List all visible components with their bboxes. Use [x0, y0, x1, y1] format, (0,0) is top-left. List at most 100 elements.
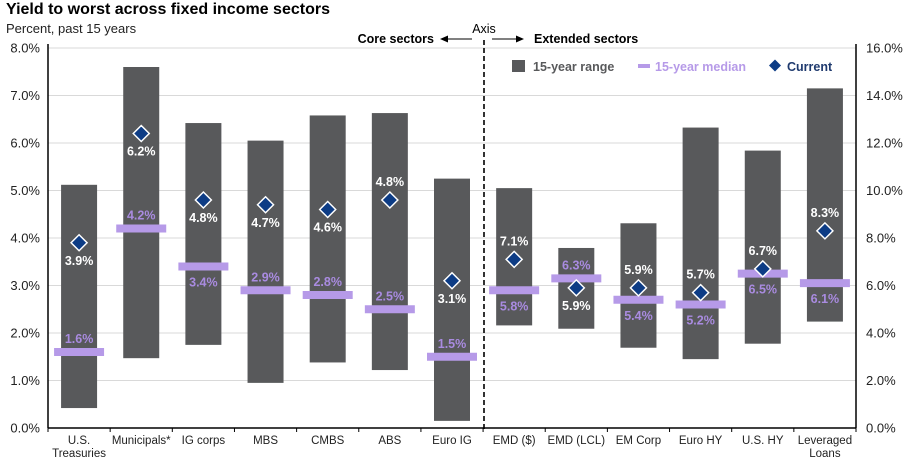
- axis-label: Axis: [472, 22, 496, 36]
- x-category-label: IG corps: [182, 435, 226, 447]
- range-bars: [61, 67, 843, 421]
- right-arrow-icon: [492, 35, 524, 43]
- right-axis-tick-label: 2.0%: [866, 373, 896, 388]
- median-value-label: 1.6%: [65, 332, 94, 346]
- left-axis-tick-label: 5.0%: [10, 183, 40, 198]
- left-axis-tick-label: 2.0%: [10, 326, 40, 341]
- legend-range-swatch: [512, 60, 525, 72]
- median-value-label: 5.2%: [686, 314, 715, 328]
- median-marker: [799, 279, 850, 288]
- median-value-label: 4.2%: [127, 209, 156, 223]
- median-value-label: 1.5%: [438, 337, 467, 351]
- current-diamond: [194, 190, 213, 210]
- left-axis-tick-label: 0.0%: [10, 421, 40, 436]
- median-value-label: 2.9%: [251, 270, 280, 284]
- current-value-label: 5.7%: [686, 268, 715, 282]
- left-axis-tick-label: 3.0%: [10, 278, 40, 293]
- current-value-label: 4.8%: [189, 211, 218, 225]
- legend: 15-year range 15-year median Current: [512, 59, 833, 74]
- axes: 0.0% 1.0% 2.0% 3.0% 4.0% 5.0% 6.0% 7.0% 8.0% 0.0%…: [10, 41, 903, 461]
- current-value-label: 3.1%: [438, 292, 467, 306]
- legend-range-label: 15-year range: [533, 60, 614, 74]
- median-marker: [178, 262, 229, 271]
- core-sectors-label: Core sectors: [358, 32, 434, 46]
- median-value-label: 6.5%: [749, 283, 778, 297]
- current-diamond: [567, 278, 586, 297]
- current-value-label: 8.3%: [811, 206, 840, 220]
- x-category-label: Municipals*: [112, 435, 171, 447]
- median-marker: [675, 300, 726, 309]
- median-marker: [240, 286, 291, 295]
- current-value-label: 4.6%: [313, 221, 342, 235]
- median-value-label: 3.4%: [189, 276, 218, 290]
- chart-title: Yield to worst across fixed income secto…: [6, 1, 330, 18]
- range-bar: [61, 184, 98, 409]
- x-category-label: MBS: [253, 435, 278, 447]
- left-axis-tick-label: 7.0%: [10, 88, 40, 103]
- x-category-label: EMD (LCL): [548, 435, 606, 447]
- x-category-label: EM Corp: [616, 435, 661, 447]
- current-diamond: [380, 190, 399, 210]
- median-value-label: 5.4%: [624, 309, 653, 323]
- data-labels: 3.9% 6.2% 4.8% 4.7% 4.6% 4.8% 3.1% 7.1% 5.9% 5.9%…: [65, 145, 839, 351]
- current-value-label: 6.2%: [127, 145, 156, 159]
- median-marker: [364, 305, 415, 314]
- right-axis-tick-label: 12.0%: [866, 136, 903, 151]
- x-category-label: Euro IG: [432, 435, 472, 447]
- x-category-label: U.S. HY: [742, 435, 784, 447]
- legend-median-label: 15-year median: [655, 60, 746, 74]
- range-bar: [682, 127, 719, 360]
- current-value-label: 6.7%: [749, 244, 778, 258]
- x-category-label: Euro HY: [679, 435, 723, 447]
- left-axis-tick-label: 4.0%: [10, 231, 40, 246]
- current-value-label: 3.9%: [65, 254, 94, 268]
- median-value-label: 6.3%: [562, 258, 591, 272]
- x-category-label: ABS: [378, 435, 401, 447]
- current-diamond: [629, 278, 648, 297]
- current-diamond: [256, 195, 275, 214]
- median-marker: [427, 352, 477, 361]
- median-marker: [116, 224, 167, 233]
- range-bar: [371, 113, 408, 371]
- median-marker: [302, 291, 353, 299]
- current-diamond: [505, 250, 524, 269]
- median-value-label: 2.5%: [376, 289, 405, 303]
- gridlines: [48, 47, 856, 381]
- left-axis-tick-label: 1.0%: [10, 373, 40, 388]
- current-diamond: [318, 200, 337, 219]
- range-bar: [434, 178, 470, 421]
- median-markers: [54, 224, 850, 361]
- current-value-label: 4.7%: [251, 216, 280, 230]
- current-diamond: [442, 271, 462, 290]
- current-value-label: 7.1%: [500, 234, 529, 248]
- median-marker: [551, 274, 602, 283]
- current-value-label: 4.8%: [376, 175, 405, 189]
- current-markers: [70, 124, 834, 302]
- x-category-label: EMD ($): [493, 435, 536, 447]
- current-diamond: [691, 283, 710, 302]
- median-marker: [613, 295, 664, 304]
- x-category-label: U.S. Treasuries: [52, 435, 106, 460]
- median-value-label: 6.1%: [811, 292, 840, 306]
- median-value-label: 5.8%: [500, 299, 529, 313]
- median-marker: [54, 348, 105, 356]
- legend-median-swatch: [638, 64, 650, 68]
- right-axis-tick-label: 0.0%: [866, 421, 896, 436]
- range-bar: [744, 150, 781, 344]
- left-axis-tick-label: 6.0%: [10, 136, 40, 151]
- current-diamond: [70, 233, 89, 252]
- legend-current-diamond-icon: [769, 59, 781, 72]
- right-axis-tick-label: 8.0%: [866, 231, 896, 246]
- extended-sectors-label: Extended sectors: [534, 32, 638, 46]
- current-diamond: [815, 221, 834, 240]
- x-category-label: CMBS: [311, 435, 345, 447]
- range-bar: [247, 140, 284, 383]
- left-arrow-icon: [440, 35, 472, 43]
- left-axis-tick-label: 8.0%: [10, 41, 40, 56]
- current-diamond: [753, 259, 772, 278]
- current-value-label: 5.9%: [624, 263, 653, 277]
- legend-current-label: Current: [787, 60, 833, 74]
- right-axis-tick-label: 14.0%: [866, 88, 903, 103]
- right-axis-tick-label: 6.0%: [866, 278, 896, 293]
